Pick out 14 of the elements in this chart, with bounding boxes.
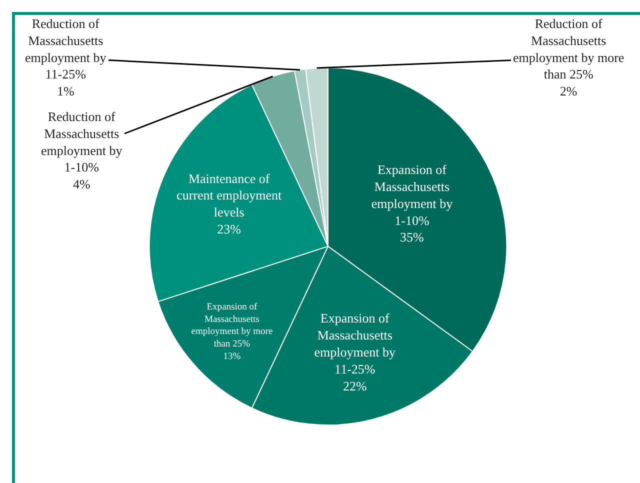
slice-label: Expansion of Massachusetts employment by 1-10% [371, 162, 454, 228]
data-label: 4% [72, 176, 90, 192]
data-label: 22% [342, 378, 367, 394]
data-label: 1% [56, 84, 74, 99]
data-label: 35% [400, 230, 424, 245]
slice-label: Expansion of Massachusetts employment by 11-25% [314, 310, 396, 376]
slice-label: Reduction of Massachusetts employment by 11-25% [25, 16, 107, 82]
slice-label: Maintenance of current employment levels [176, 170, 282, 220]
slice-label: Reduction of Massachusetts employment by more than 25% [513, 16, 624, 82]
data-label: 23% [217, 221, 242, 236]
slice-label: Expansion of Massachusetts employment by more than 25% [191, 302, 273, 350]
slice-label: Reduction of Massachusetts employment by 1-10% [41, 109, 123, 175]
data-label: 2% [560, 84, 578, 99]
data-label: 13% [223, 352, 241, 362]
